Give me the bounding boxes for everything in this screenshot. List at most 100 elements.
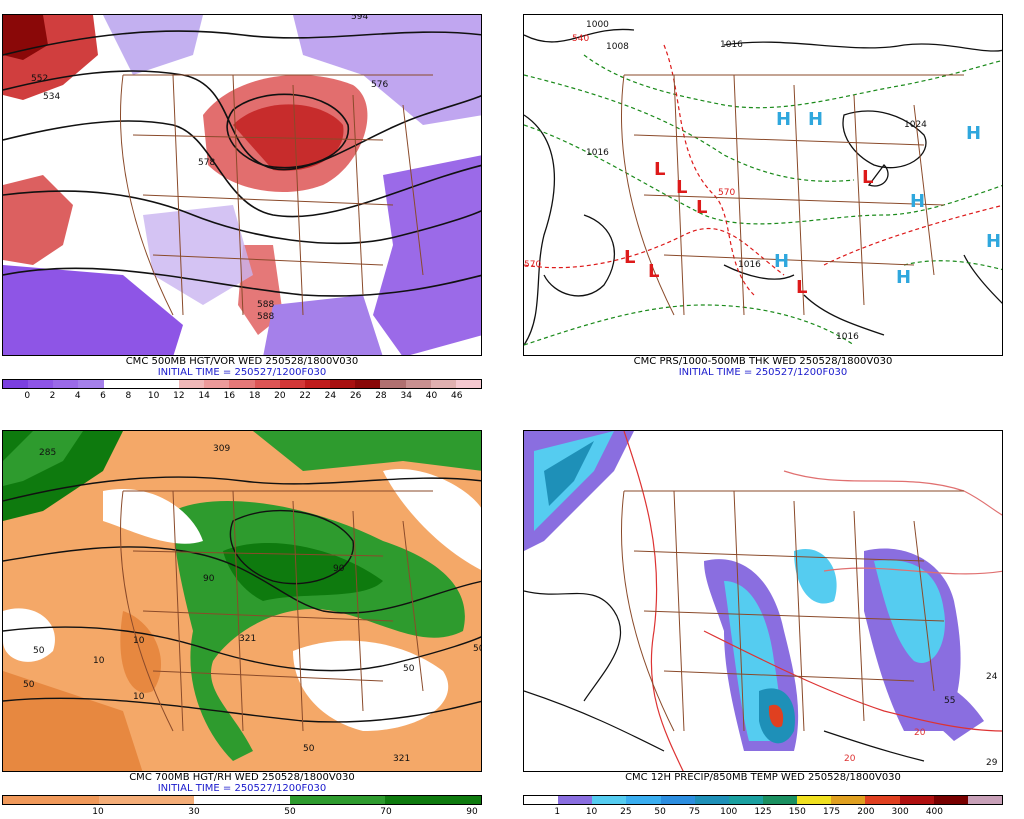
color-scale-tick-label: 25: [620, 807, 632, 817]
color-scale-ticks: 0 2 4 6 8 10 12 14 16 18 20 22 24 26 28 34 40 46: [2, 391, 482, 402]
high-pressure-icon: H: [896, 267, 911, 288]
color-scale-swatch: [355, 380, 381, 388]
svg-text:20: 20: [844, 754, 856, 764]
color-scale-swatch: [430, 380, 456, 388]
color-scale-tick-label: 75: [688, 807, 701, 817]
state-borders: [119, 490, 433, 732]
color-scale-tick-label: 100: [720, 807, 738, 817]
svg-text:552: 552: [31, 74, 48, 84]
color-scale-bar: [2, 379, 482, 389]
high-pressure-icon: H: [808, 109, 823, 130]
color-scale-tick-label: 46: [451, 391, 463, 401]
map-value-labels: 552 534 578 576 594 588 588: [31, 15, 388, 322]
svg-text:578: 578: [198, 158, 215, 168]
color-scale-tick-label: 6: [100, 391, 106, 401]
low-pressure-icon: L: [654, 159, 665, 180]
high-pressure-icon: H: [774, 251, 789, 272]
map-caption: CMC 500MB HGT/VOR WED 250528/1800V030: [125, 356, 359, 367]
color-scale-swatch: [128, 380, 154, 388]
color-scale-tick-label: 14: [198, 391, 210, 401]
color-scale-swatch: [78, 380, 104, 388]
map-caption: CMC 700MB HGT/RH WED 250528/1800V030: [129, 772, 355, 783]
color-scale-swatch: [289, 796, 338, 804]
color-scale-tick-label: 10: [92, 807, 104, 817]
svg-text:1000: 1000: [586, 20, 609, 30]
color-scale-swatch: [933, 796, 968, 804]
map-caption: CMC PRS/1000-500MB THK WED 250528/1800V0…: [633, 356, 893, 367]
state-borders: [620, 490, 964, 732]
color-scale-ticks: 10 30 50 70 90: [2, 807, 482, 818]
height-contours: [3, 30, 481, 297]
color-scale-tick-label: 300: [891, 807, 909, 817]
svg-text:10: 10: [133, 636, 145, 646]
temperature-contours: [524, 431, 1002, 771]
color-scale-tick-label: 0: [24, 391, 31, 401]
color-scale-tick-label: 30: [188, 807, 200, 817]
color-scale-swatch: [304, 380, 331, 388]
svg-text:10: 10: [133, 692, 145, 702]
color-scale-swatch: [385, 796, 434, 804]
svg-text:50: 50: [303, 744, 315, 754]
map-500mb-vorticity: 552 534 578 576 594 588 588: [2, 14, 482, 356]
svg-text:1016: 1016: [586, 148, 609, 158]
svg-text:29: 29: [986, 758, 998, 768]
svg-text:1016: 1016: [836, 332, 859, 342]
color-scale-swatch: [967, 796, 1002, 804]
color-scale-swatch: [194, 796, 242, 804]
low-pressure-icon: L: [862, 167, 873, 188]
color-scale-swatch: [694, 796, 729, 804]
color-scale-swatch: [3, 796, 51, 804]
color-scale-ticks: 1 10 25 50 75 100 125 150 175 200 300 400: [523, 807, 1003, 818]
color-scale-tick-label: 90: [466, 807, 478, 817]
color-scale-swatch: [50, 796, 99, 804]
color-scale-swatch: [241, 796, 290, 804]
map-caption: CMC 12H PRECIP/850MB TEMP WED 250528/180…: [625, 772, 901, 783]
color-scale-swatch: [660, 796, 695, 804]
color-scale-tick-label: 50: [654, 807, 666, 817]
svg-text:534: 534: [43, 92, 60, 102]
svg-text:594: 594: [351, 15, 368, 22]
map-pressure-thickness: L L L L L L L H H H H H H H 1000 1008 10…: [523, 14, 1003, 356]
pressure-centers: L L L L L L L H H H H H H H: [624, 109, 1001, 298]
color-scale-swatch: [153, 380, 180, 388]
svg-text:1008: 1008: [606, 42, 629, 52]
height-contours: [3, 476, 481, 723]
color-scale-swatch: [179, 380, 205, 388]
color-scale-swatch: [103, 380, 129, 388]
color-scale-swatch: [455, 380, 481, 388]
svg-text:540: 540: [572, 34, 589, 44]
color-scale-tick-label: 150: [788, 807, 806, 817]
color-scale-tick-label: 400: [925, 807, 944, 817]
svg-text:321: 321: [393, 754, 410, 764]
color-scale-tick-label: 26: [349, 391, 362, 401]
svg-text:20: 20: [914, 728, 926, 738]
color-scale-swatch: [405, 380, 431, 388]
svg-text:309: 309: [213, 444, 230, 454]
svg-text:1016: 1016: [738, 260, 761, 270]
svg-text:10: 10: [93, 656, 105, 666]
svg-text:570: 570: [524, 260, 541, 270]
color-scale-tick-label: 16: [223, 391, 236, 401]
color-scale-swatch: [433, 796, 481, 804]
color-scale-swatch: [380, 380, 406, 388]
svg-text:90: 90: [333, 564, 345, 574]
color-scale-swatch: [626, 796, 661, 804]
map-value-labels: 1000 1008 1016 1024 1016 1016 1016 570 5…: [524, 20, 927, 342]
color-scale-swatch: [592, 796, 627, 804]
color-scale-tick-label: 20: [274, 391, 286, 401]
high-pressure-icon: H: [986, 231, 1001, 252]
svg-text:50: 50: [23, 680, 35, 690]
low-pressure-icon: L: [696, 197, 707, 218]
svg-text:1016: 1016: [720, 40, 743, 50]
svg-text:588: 588: [257, 312, 274, 322]
svg-text:55: 55: [944, 696, 955, 706]
color-scale-swatch: [3, 380, 29, 388]
high-pressure-icon: H: [776, 109, 791, 130]
color-scale-swatch: [831, 796, 866, 804]
thickness-contours: [524, 44, 1002, 346]
color-scale-tick-label: 10: [585, 807, 598, 817]
high-pressure-icon: H: [966, 123, 981, 144]
color-scale-swatch: [524, 796, 559, 804]
color-scale-swatch: [98, 796, 147, 804]
initial-time-caption: INITIAL TIME = 250527/1200F030: [157, 783, 327, 794]
